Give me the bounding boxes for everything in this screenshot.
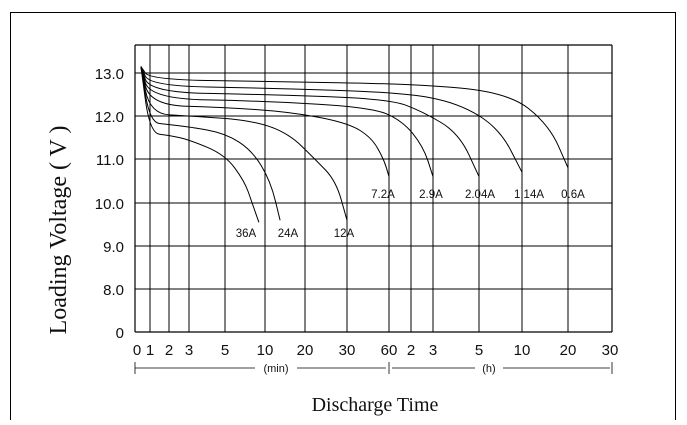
chart-frame	[10, 12, 676, 420]
curve-2.04A	[140, 66, 480, 177]
x-tick-label-h: 30	[602, 342, 619, 359]
curve-label-0.6A: 0.6A	[561, 189, 585, 201]
x-tick-label-h: 10	[514, 342, 531, 359]
x-tick-label-min: 2	[165, 342, 173, 359]
x-tick-label-min: 30	[339, 342, 356, 359]
curve-24A	[140, 66, 281, 221]
x-tick-label-min: 5	[221, 342, 229, 359]
curve-2.9A	[140, 66, 434, 177]
y-tick-label: 8.0	[103, 282, 124, 299]
x-tick-label-h: 5	[475, 342, 483, 359]
y-tick-label: 0	[116, 325, 124, 342]
x-tick-label-h: 2	[407, 342, 415, 359]
x-tick-label-min: 0	[133, 342, 141, 359]
h-unit-label: (h)	[482, 363, 495, 375]
x-tick-label-h: 3	[429, 342, 437, 359]
curve-0.6A	[140, 66, 569, 169]
x-tick-label-min: 20	[297, 342, 314, 359]
x-tick-label-min: 10	[257, 342, 274, 359]
curve-7.2A	[140, 66, 390, 177]
y-axis-label: Loading Voltage ( V )	[46, 126, 72, 335]
x-tick-label-min: 60	[381, 342, 398, 359]
curve-label-1.14A: 1.14A	[514, 189, 544, 201]
x-tick-label-h: 20	[560, 342, 577, 359]
labels: 13.012.011.010.09.08.000 1 2 3 5 10 20 30 60 2 3 5 1…	[95, 66, 619, 375]
x-axis-label: Discharge Time	[312, 394, 439, 416]
min-unit-label: (min)	[263, 363, 288, 375]
grid	[134, 44, 613, 374]
curve-label-2.04A: 2.04A	[465, 189, 495, 201]
curves	[140, 66, 569, 223]
curve-1.14A	[140, 66, 523, 173]
curve-label-2.9A: 2.9A	[419, 189, 443, 201]
curve-label-36A: 36A	[236, 228, 257, 240]
curve-label-24A: 24A	[278, 228, 299, 240]
y-tick-label: 11.0	[96, 152, 124, 169]
x-tick-label-min: 1	[146, 342, 154, 359]
y-tick-label: 9.0	[103, 239, 124, 256]
curve-36A	[140, 66, 260, 223]
y-tick-label: 10.0	[95, 196, 124, 213]
y-tick-label: 12.0	[95, 109, 124, 126]
y-tick-label: 13.0	[95, 66, 124, 83]
curve-label-7.2A: 7.2A	[371, 189, 395, 201]
curve-12A	[140, 66, 348, 221]
x-tick-label-min: 3	[185, 342, 193, 359]
curve-label-12A: 12A	[334, 228, 355, 240]
